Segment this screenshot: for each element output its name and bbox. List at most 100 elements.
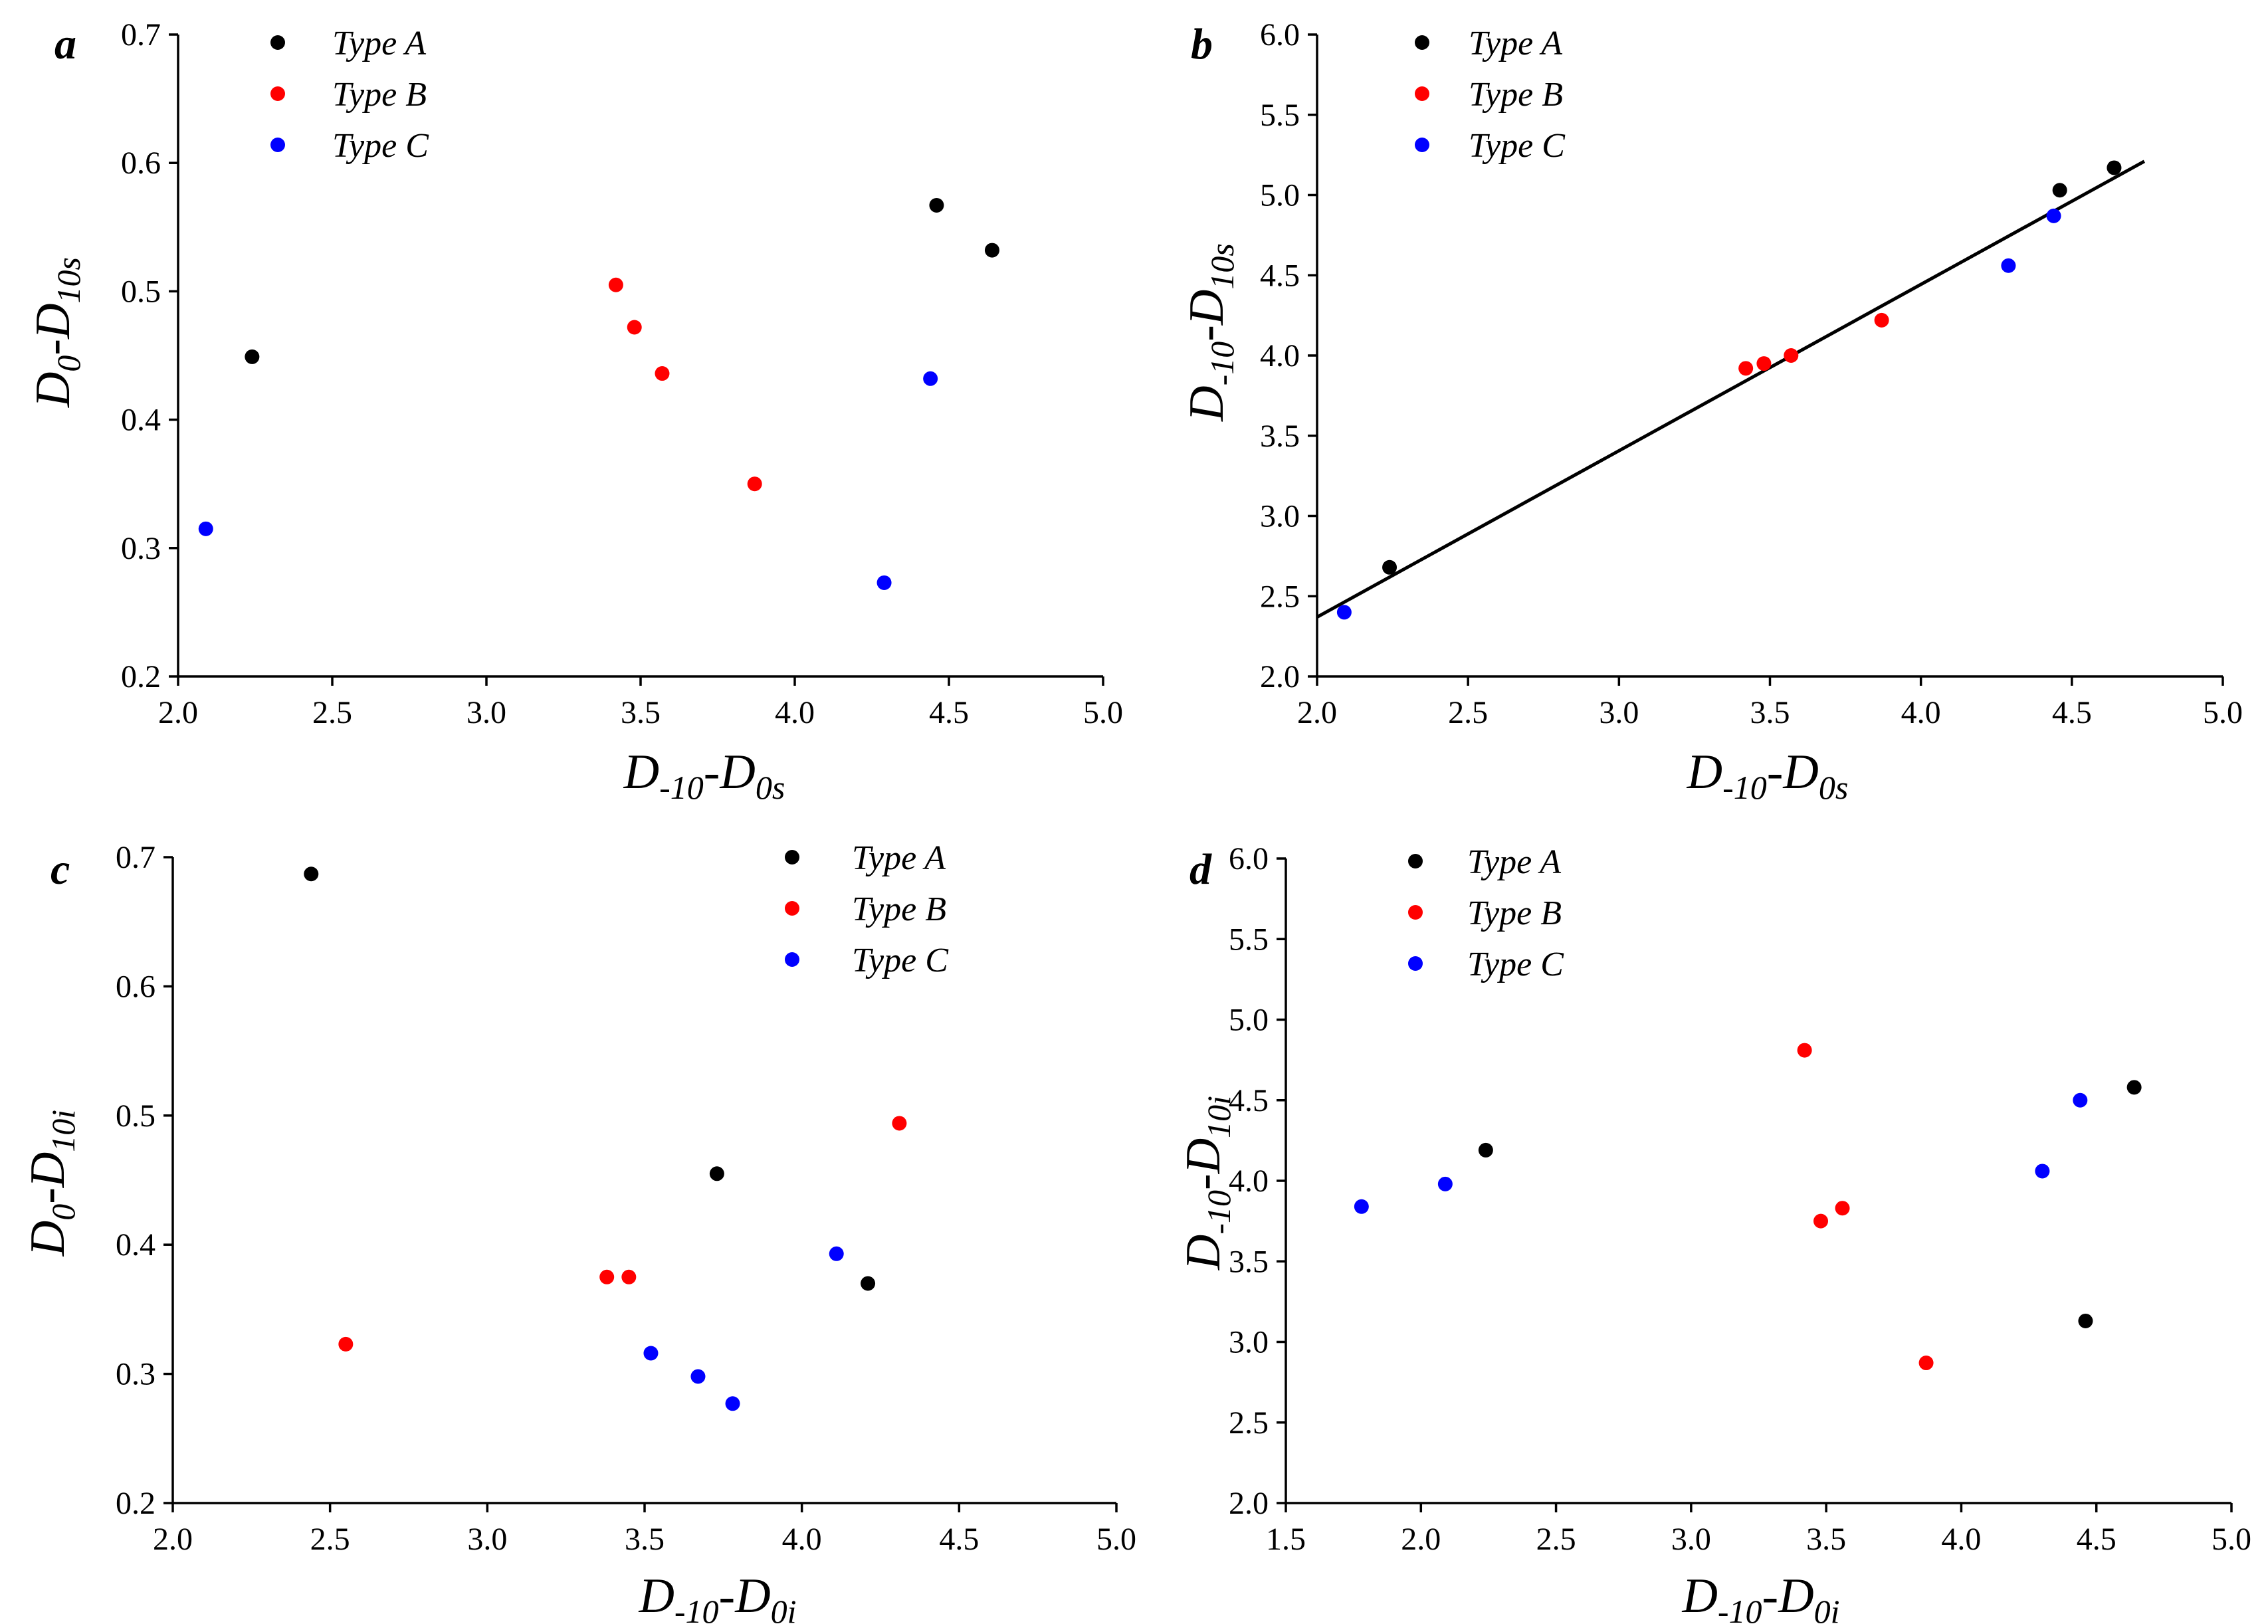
y-axis-label: D-10-D10s — [1180, 243, 1241, 422]
x-axis-label: D-10-D0i — [638, 1569, 796, 1624]
data-point-type-c — [725, 1396, 740, 1411]
y-tick-label: 3.0 — [1229, 1325, 1269, 1360]
x-tick-label: 2.0 — [158, 695, 198, 730]
x-axis-label-part-2: -D — [719, 1569, 771, 1623]
x-tick-label: 4.5 — [2052, 695, 2092, 730]
data-point-type-c — [690, 1369, 706, 1384]
y-axis-label-part-1: -10 — [1203, 342, 1241, 386]
data-point-type-a — [709, 1166, 724, 1181]
data-point-type-a — [1382, 559, 1397, 575]
data-point-type-b — [338, 1336, 354, 1352]
legend-marker-type-c — [1408, 956, 1423, 971]
data-point-type-c — [876, 575, 892, 590]
x-tick-label: 3.5 — [625, 1522, 665, 1557]
data-point-type-a — [2052, 183, 2067, 198]
x-tick-label: 3.0 — [1671, 1522, 1711, 1557]
y-axis-label-part-3: 10i — [45, 1110, 82, 1152]
panel-letter: b — [1191, 20, 1213, 68]
data-point-type-c — [923, 371, 938, 386]
data-point-type-b — [1738, 361, 1754, 376]
legend-label-type-a: Type A — [1467, 843, 1561, 881]
y-tick-label: 0.3 — [121, 531, 161, 566]
x-axis-label: D-10-D0s — [1687, 745, 1849, 806]
y-tick-label: 0.6 — [121, 146, 161, 181]
regression-line — [1316, 159, 2146, 619]
y-tick-label: 0.7 — [121, 17, 161, 52]
data-point-type-a — [861, 1276, 876, 1291]
legend-marker-type-a — [1415, 35, 1429, 50]
legend-label-type-c: Type C — [1467, 946, 1564, 983]
y-axis-label-part-3: 10i — [1200, 1096, 1237, 1138]
legend-label-type-a: Type A — [852, 839, 946, 877]
x-axis-label-part-2: -D — [704, 745, 756, 799]
x-axis-label-part-0: D — [623, 745, 659, 799]
y-axis-label-part-2: -D — [26, 303, 80, 355]
x-axis-label-part-0: D — [1681, 1569, 1717, 1623]
data-point-type-a — [2107, 160, 2122, 175]
legend-label-type-c: Type C — [852, 942, 949, 979]
legend-label-type-b: Type B — [1467, 894, 1562, 932]
data-point-type-b — [1918, 1356, 1934, 1371]
x-axis-label-part-3: 0i — [1814, 1593, 1840, 1624]
y-axis-label-part-2: -D — [1176, 1138, 1231, 1190]
x-axis-label-part-0: D — [638, 1569, 674, 1623]
x-tick-label: 3.0 — [467, 1522, 507, 1557]
y-tick-label: 0.5 — [121, 274, 161, 309]
x-axis-label-part-1: -10 — [659, 769, 704, 806]
data-point-type-a — [245, 349, 260, 364]
panel-b: 2.0 2.5 3.0 3.5 4.0 4.5 5.0 2.0 2.5 3.0 3.5 4.0 4.5 5… — [1180, 17, 2243, 806]
y-tick-label: 4.5 — [1229, 1083, 1269, 1118]
legend-label-type-c: Type C — [1469, 127, 1566, 165]
x-tick-label: 4.5 — [929, 695, 969, 730]
x-tick-label: 2.5 — [1536, 1522, 1576, 1557]
y-tick-label: 0.2 — [121, 659, 161, 694]
x-tick-label: 2.5 — [312, 695, 352, 730]
x-tick-label: 2.5 — [310, 1522, 350, 1557]
x-axis-label-part-3: 0s — [756, 769, 785, 806]
y-tick-label: 6.0 — [1229, 841, 1269, 876]
y-axis-label: D0-D10s — [26, 257, 87, 408]
panel-letter: d — [1189, 845, 1212, 894]
data-point-type-b — [892, 1116, 907, 1131]
y-tick-label: 2.0 — [1229, 1486, 1269, 1521]
panel-letter: c — [51, 845, 70, 894]
y-tick-label: 5.5 — [1229, 922, 1269, 957]
data-point-type-a — [1478, 1142, 1493, 1158]
x-axis-label-part-1: -10 — [1722, 769, 1767, 806]
x-axis-label-part-1: -10 — [674, 1593, 719, 1624]
data-point-type-b — [1797, 1043, 1812, 1058]
panel-c: 2.0 2.5 3.0 3.5 4.0 4.5 5.0 0.2 0.3 0.4 0.5 0.6 0.7 T… — [21, 839, 1136, 1624]
x-tick-label: 5.0 — [1096, 1522, 1136, 1557]
legend-marker-type-a — [785, 850, 799, 864]
x-tick-label: 1.5 — [1266, 1522, 1306, 1557]
y-axis-label: D-10-D10i — [1176, 1096, 1237, 1270]
y-axis-label-part-3: 10s — [1203, 243, 1241, 289]
y-tick-label: 4.0 — [1260, 338, 1300, 373]
y-tick-label: 0.7 — [116, 840, 155, 875]
x-tick-label: 4.0 — [782, 1522, 822, 1557]
x-tick-label: 4.5 — [2077, 1522, 2116, 1557]
legend-label-type-b: Type B — [852, 890, 946, 928]
y-tick-label: 4.5 — [1260, 258, 1300, 293]
x-tick-label: 4.0 — [1901, 695, 1941, 730]
data-point-type-b — [608, 277, 623, 292]
x-axis-label: D-10-D0i — [1681, 1569, 1839, 1624]
y-tick-label: 0.5 — [116, 1098, 155, 1134]
legend-label-type-b: Type B — [332, 76, 427, 114]
y-axis-label-part-1: 0 — [50, 355, 87, 372]
data-point-type-b — [1813, 1213, 1829, 1229]
x-tick-label: 5.0 — [2203, 695, 2243, 730]
x-axis-label-part-0: D — [1687, 745, 1722, 799]
x-axis-label-part-2: -D — [1767, 745, 1819, 799]
data-point-type-c — [643, 1346, 659, 1361]
y-tick-label: 0.2 — [116, 1486, 155, 1521]
y-axis-label-part-0: D — [21, 1221, 75, 1257]
data-point-type-a — [304, 866, 319, 882]
x-axis-label-part-1: -10 — [1718, 1593, 1762, 1624]
x-tick-label: 2.0 — [1401, 1522, 1441, 1557]
data-point-type-b — [627, 320, 642, 335]
data-point-type-b — [1756, 356, 1772, 371]
x-tick-label: 5.0 — [1083, 695, 1123, 730]
x-tick-label: 4.0 — [1941, 1522, 1981, 1557]
x-axis-label-part-3: 0i — [771, 1593, 797, 1624]
